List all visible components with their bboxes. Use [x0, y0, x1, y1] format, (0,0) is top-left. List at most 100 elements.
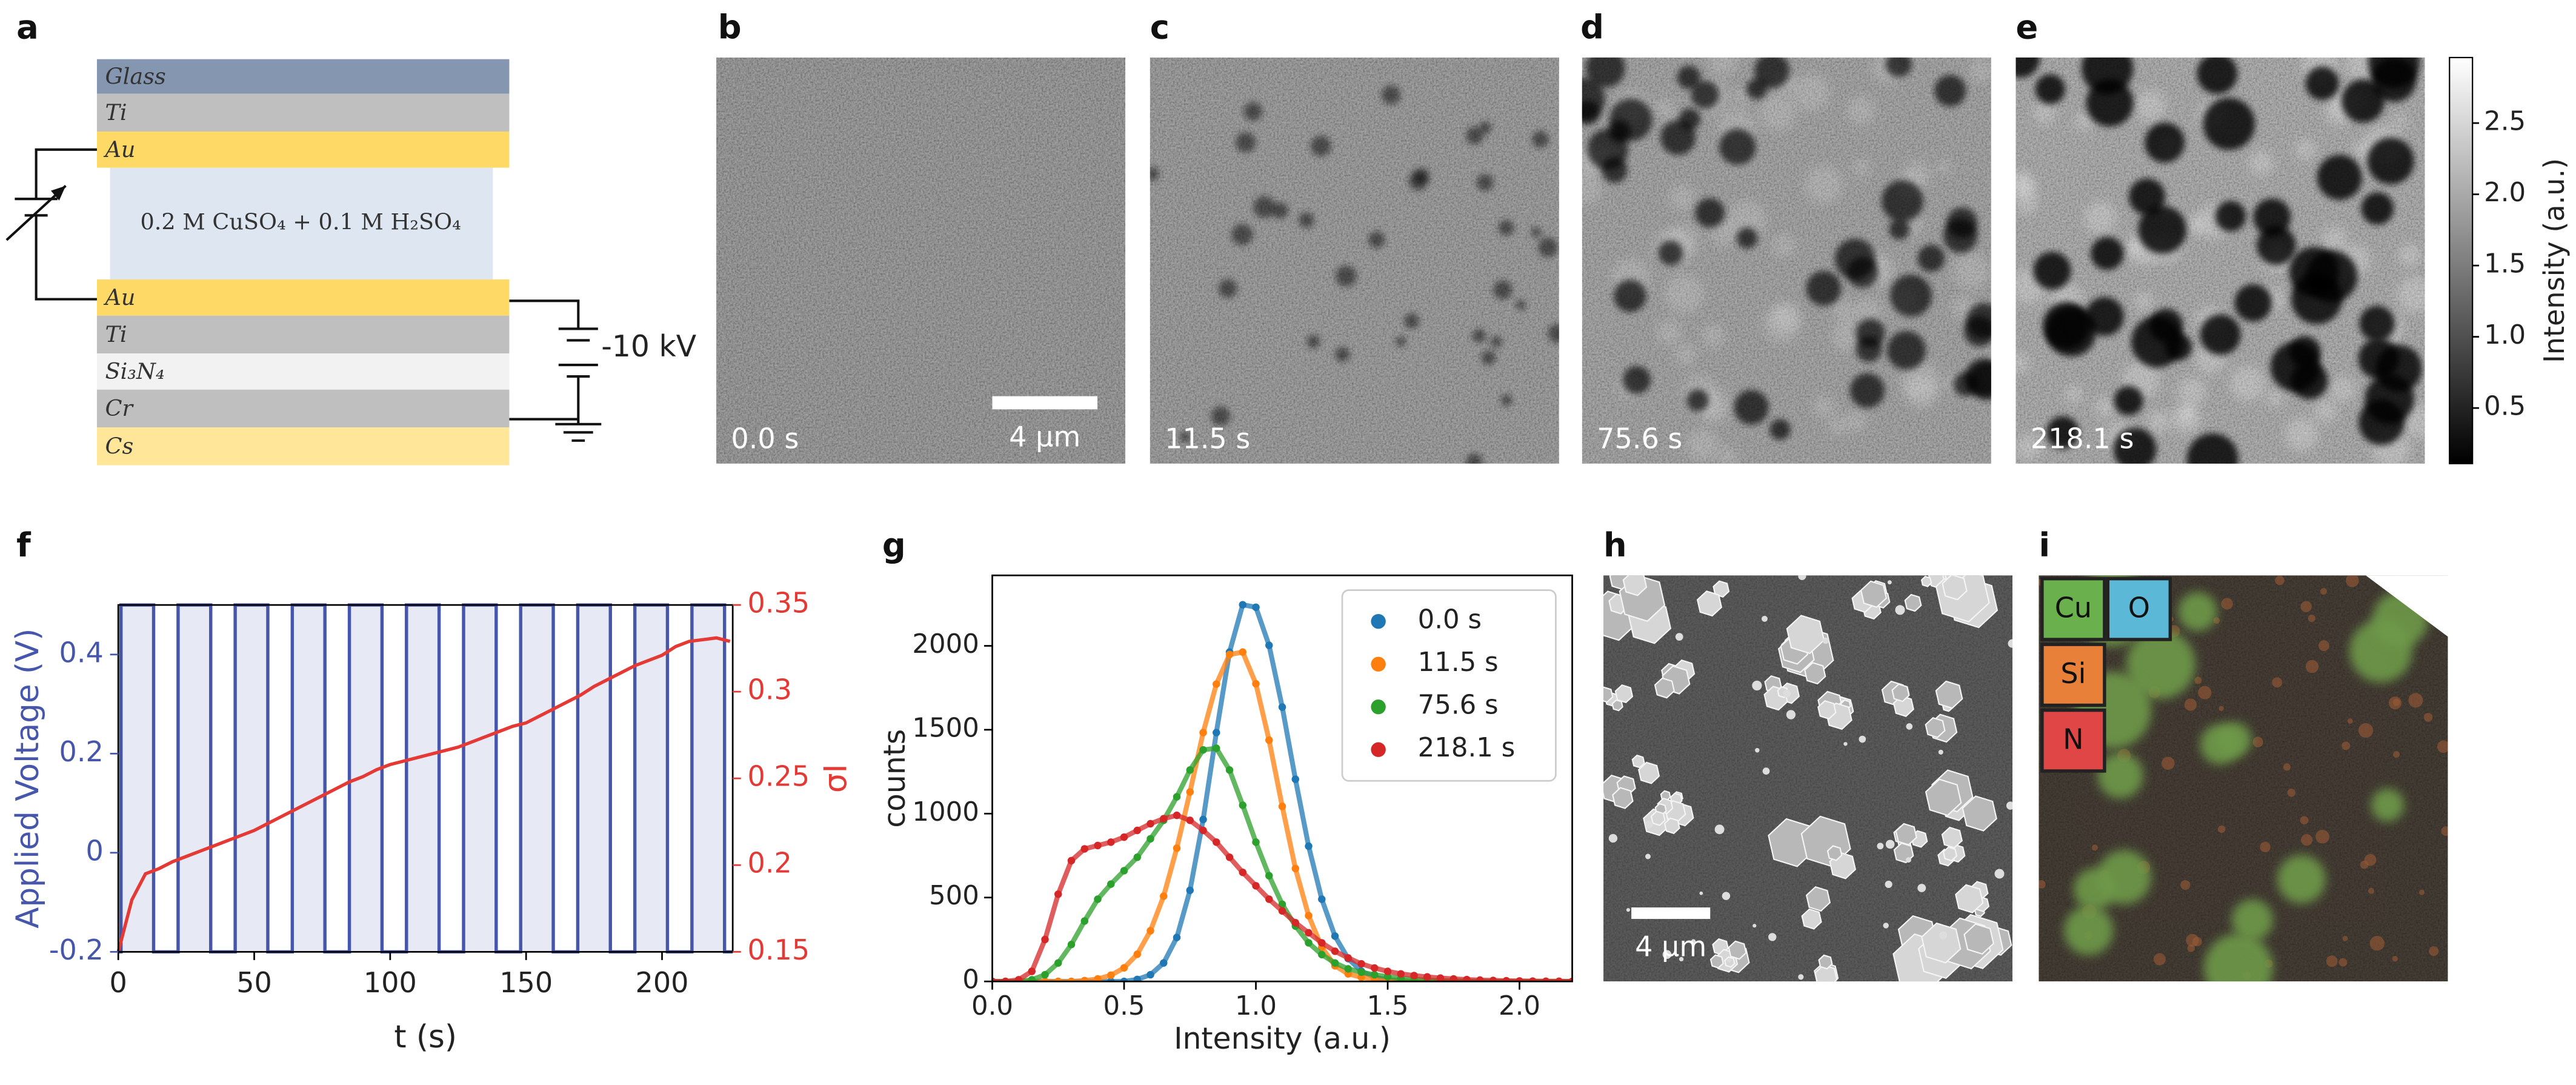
dark-blob: [1310, 136, 1331, 156]
oxide-speck: [2275, 575, 2285, 586]
particle: [1783, 690, 1791, 698]
element-box: [2106, 576, 2172, 641]
data-point: [1239, 648, 1246, 656]
crystal: [1963, 923, 1994, 955]
dark-blob: [1498, 220, 1514, 236]
data-point: [1344, 965, 1352, 973]
x-tick-label: 100: [364, 966, 417, 999]
bright-region: [1813, 396, 1835, 418]
dark-blob: [1306, 335, 1320, 349]
layer: [96, 427, 510, 466]
bright-region: [2171, 404, 2201, 433]
oxide-speck: [2162, 756, 2175, 770]
oxide-speck: [2368, 887, 2374, 894]
oxide-speck: [2272, 677, 2283, 688]
oxide-speck: [2315, 829, 2329, 844]
bright-region: [1805, 165, 1843, 204]
layer-label: Au: [104, 284, 136, 310]
data-point: [1318, 939, 1326, 947]
layer-label: Si₃N₄: [105, 358, 165, 384]
data-point: [1014, 976, 1023, 982]
data-point: [1028, 967, 1036, 975]
colorbar-tick-label: 2.5: [2484, 107, 2526, 137]
data-point: [1252, 882, 1260, 890]
data-point: [1318, 950, 1326, 959]
data-point: [1028, 976, 1036, 982]
particle: [1885, 840, 1895, 849]
bright-region: [1772, 234, 1796, 257]
y2-tick-label: 0.35: [748, 587, 810, 619]
oxide-speck: [2260, 841, 2271, 853]
y-axis-label: counts: [877, 729, 912, 828]
dark-blob: [1917, 244, 1945, 272]
dark-blob: [1586, 57, 1625, 88]
electrolyte-label: 0.2 M CuSO₄ + 0.1 M H₂SO₄: [140, 209, 461, 235]
particle: [1727, 958, 1732, 963]
oxide-speck: [2283, 763, 2291, 771]
crystal: [1892, 695, 1914, 717]
legend-label: 75.6 s: [1418, 690, 1499, 721]
dark-blob: [1734, 390, 1769, 425]
legend-marker: [1371, 613, 1386, 629]
data-point: [1147, 820, 1154, 828]
legend-marker: [1371, 742, 1386, 757]
dark-blob: [2203, 98, 2255, 150]
particle: [1679, 956, 1684, 962]
particle: [1798, 974, 1804, 980]
data-point: [1054, 890, 1062, 898]
oxide-speck: [2347, 718, 2353, 724]
data-point: [1331, 947, 1339, 955]
crystal: [1614, 684, 1634, 704]
x-tick-label: 0.0: [971, 991, 1013, 1021]
data-point: [1094, 975, 1102, 982]
crystal: [1696, 590, 1723, 617]
x-tick-label: 1.5: [1367, 991, 1409, 1021]
data-point: [1331, 932, 1339, 940]
data-point: [1449, 975, 1457, 982]
data-point: [1213, 838, 1220, 846]
crystal: [1712, 580, 1730, 598]
oxide-speck: [2342, 935, 2348, 941]
particle: [1752, 680, 1762, 691]
image-noise: [716, 57, 1126, 464]
bright-region: [2094, 396, 2115, 418]
data-point: [1225, 766, 1234, 774]
data-point: [1186, 766, 1194, 774]
oxide-speck: [2441, 826, 2448, 836]
panel-label: a: [16, 8, 39, 46]
oxide-speck: [2360, 860, 2369, 869]
legend-marker: [1371, 699, 1386, 715]
dark-blob: [1500, 394, 1513, 406]
dark-blob: [2046, 416, 2079, 449]
oxide-speck: [2252, 736, 2263, 747]
data-point: [1305, 929, 1313, 937]
wire: [35, 215, 97, 301]
layer-label: Au: [104, 136, 136, 162]
bright-region: [2352, 141, 2371, 159]
y2-tick-label: 0.2: [748, 847, 792, 880]
data-point: [1147, 927, 1154, 935]
dark-blob: [2145, 122, 2185, 163]
layer: [96, 59, 510, 94]
oxide-speck: [2221, 598, 2233, 610]
oxide-speck: [2305, 659, 2319, 673]
data-point: [1067, 977, 1076, 982]
data-point: [1371, 964, 1379, 972]
particle: [1895, 605, 1905, 615]
dark-blob: [1466, 453, 1483, 464]
particle: [1939, 931, 1948, 940]
layer-label: Ti: [105, 321, 127, 347]
data-point: [1067, 940, 1076, 949]
data-point: [1213, 680, 1220, 688]
scale-bar-label: 4 μm: [1635, 930, 1706, 963]
y-tick-label: 0: [962, 965, 979, 995]
crystal: [1904, 593, 1922, 612]
layer: [96, 389, 510, 428]
oxide-speck: [2300, 816, 2309, 825]
data-point: [1305, 912, 1313, 920]
data-point: [1173, 793, 1181, 801]
time-label: 11.5 s: [1165, 422, 1250, 455]
dark-blob: [2289, 247, 2339, 297]
data-point: [1199, 746, 1207, 754]
data-point: [1344, 954, 1352, 962]
